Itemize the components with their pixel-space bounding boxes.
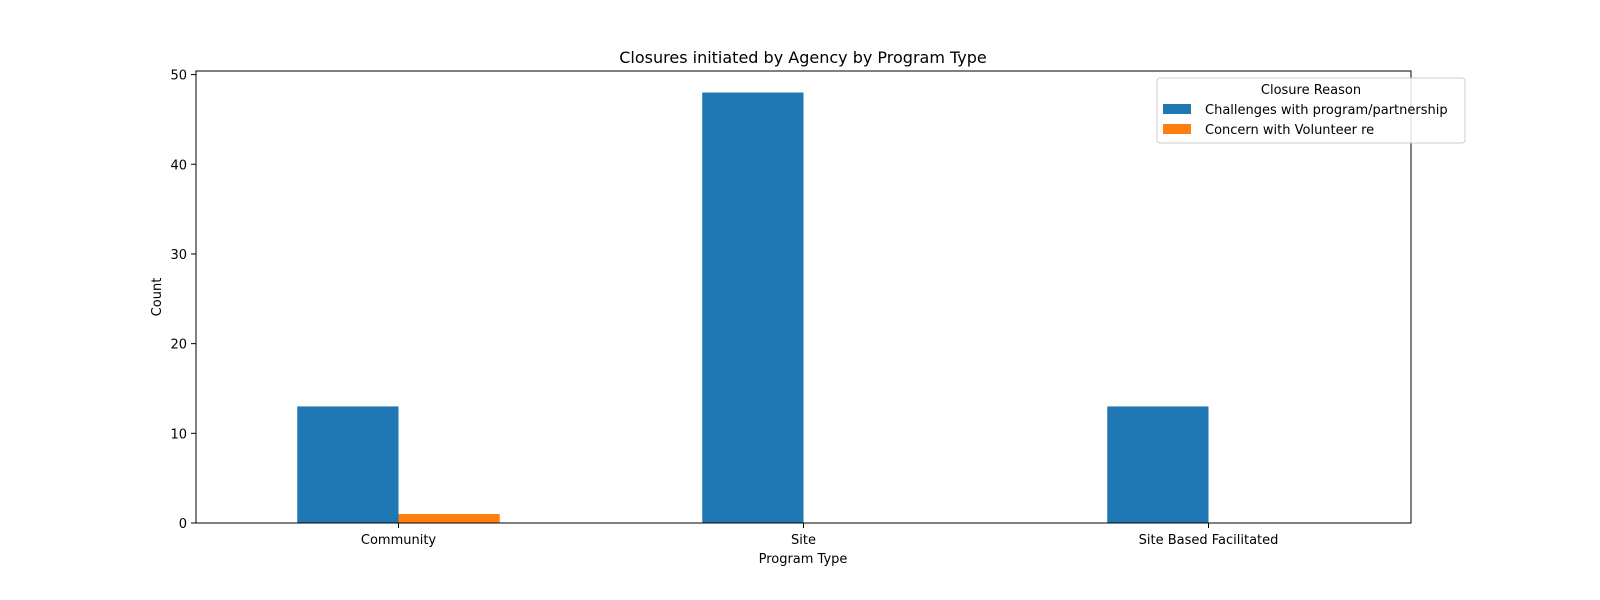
y-tick-label: 40 bbox=[170, 158, 187, 173]
y-tick-label: 50 bbox=[170, 69, 187, 84]
y-axis-label: Count bbox=[150, 278, 165, 317]
bar-community-series-1 bbox=[398, 514, 500, 523]
y-axis: 0 10 20 30 40 50 bbox=[170, 69, 196, 532]
bar-community-series-0 bbox=[297, 406, 399, 523]
y-tick-label: 10 bbox=[170, 427, 187, 442]
y-tick-label: 20 bbox=[170, 338, 187, 353]
x-tick-label: Site bbox=[791, 533, 816, 548]
chart-title: Closures initiated by Agency by Program … bbox=[619, 48, 987, 67]
x-tick-label: Site Based Facilitated bbox=[1139, 533, 1279, 548]
y-tick-label: 0 bbox=[179, 517, 187, 532]
bar-site-series-0 bbox=[702, 92, 804, 524]
legend: Closure Reason Challenges with program/p… bbox=[1156, 77, 1466, 144]
bar-site-based-facilitated-series-0 bbox=[1107, 406, 1209, 523]
legend-entry-label: Challenges with program/partnership bbox=[1205, 103, 1448, 118]
plot-area bbox=[195, 70, 1412, 524]
legend-entry-label: Concern with Volunteer re bbox=[1205, 123, 1374, 138]
x-axis: Community Site Site Based Facilitated bbox=[361, 523, 1279, 548]
x-tick-label: Community bbox=[361, 533, 437, 548]
legend-swatch bbox=[1163, 104, 1191, 114]
legend-title: Closure Reason bbox=[1261, 83, 1361, 98]
y-tick-label: 30 bbox=[170, 248, 187, 263]
bars-group bbox=[297, 92, 1209, 524]
legend-swatch bbox=[1163, 124, 1191, 134]
legend-box bbox=[1156, 77, 1466, 144]
legend-items: Challenges with program/partnership Conce… bbox=[1163, 103, 1448, 138]
x-axis-label: Program Type bbox=[759, 552, 848, 567]
